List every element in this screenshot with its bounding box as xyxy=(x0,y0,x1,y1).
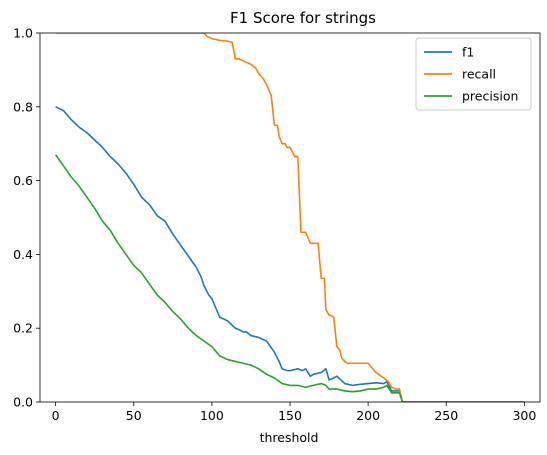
x-axis-title: threshold xyxy=(260,430,319,445)
series-line-f1 xyxy=(55,106,525,402)
legend: f1 recall precision xyxy=(415,37,532,111)
series-line-recall xyxy=(55,33,525,402)
x-tick-label: 250 xyxy=(434,408,458,423)
y-tick-label: 0.4 xyxy=(13,247,33,262)
y-tick-label: 0.2 xyxy=(13,321,33,336)
x-tick-label: 200 xyxy=(356,408,380,423)
series-line-precision xyxy=(54,154,525,402)
legend-box xyxy=(415,37,532,111)
series-group xyxy=(54,33,525,402)
x-tick-label: 100 xyxy=(200,408,224,423)
y-tick-label: 0.6 xyxy=(13,173,33,188)
plot-area: 0 50 100 150 200 250 300 0.0 0.2 0.4 0.6 0.8 1.0 f1 re… xyxy=(13,26,541,423)
y-tick-label: 0.8 xyxy=(13,99,33,114)
y-tick-label: 0.0 xyxy=(13,395,33,410)
legend-label-precision: precision xyxy=(462,89,518,104)
y-tick-label: 1.0 xyxy=(13,26,33,41)
x-tick-label: 150 xyxy=(278,408,302,423)
x-tick-label: 50 xyxy=(126,408,142,423)
legend-label-recall: recall xyxy=(462,67,496,82)
x-tick-label: 300 xyxy=(512,408,536,423)
legend-label-f1: f1 xyxy=(462,45,474,60)
x-tick-label: 0 xyxy=(52,408,60,423)
chart-title: F1 Score for strings xyxy=(230,9,376,27)
